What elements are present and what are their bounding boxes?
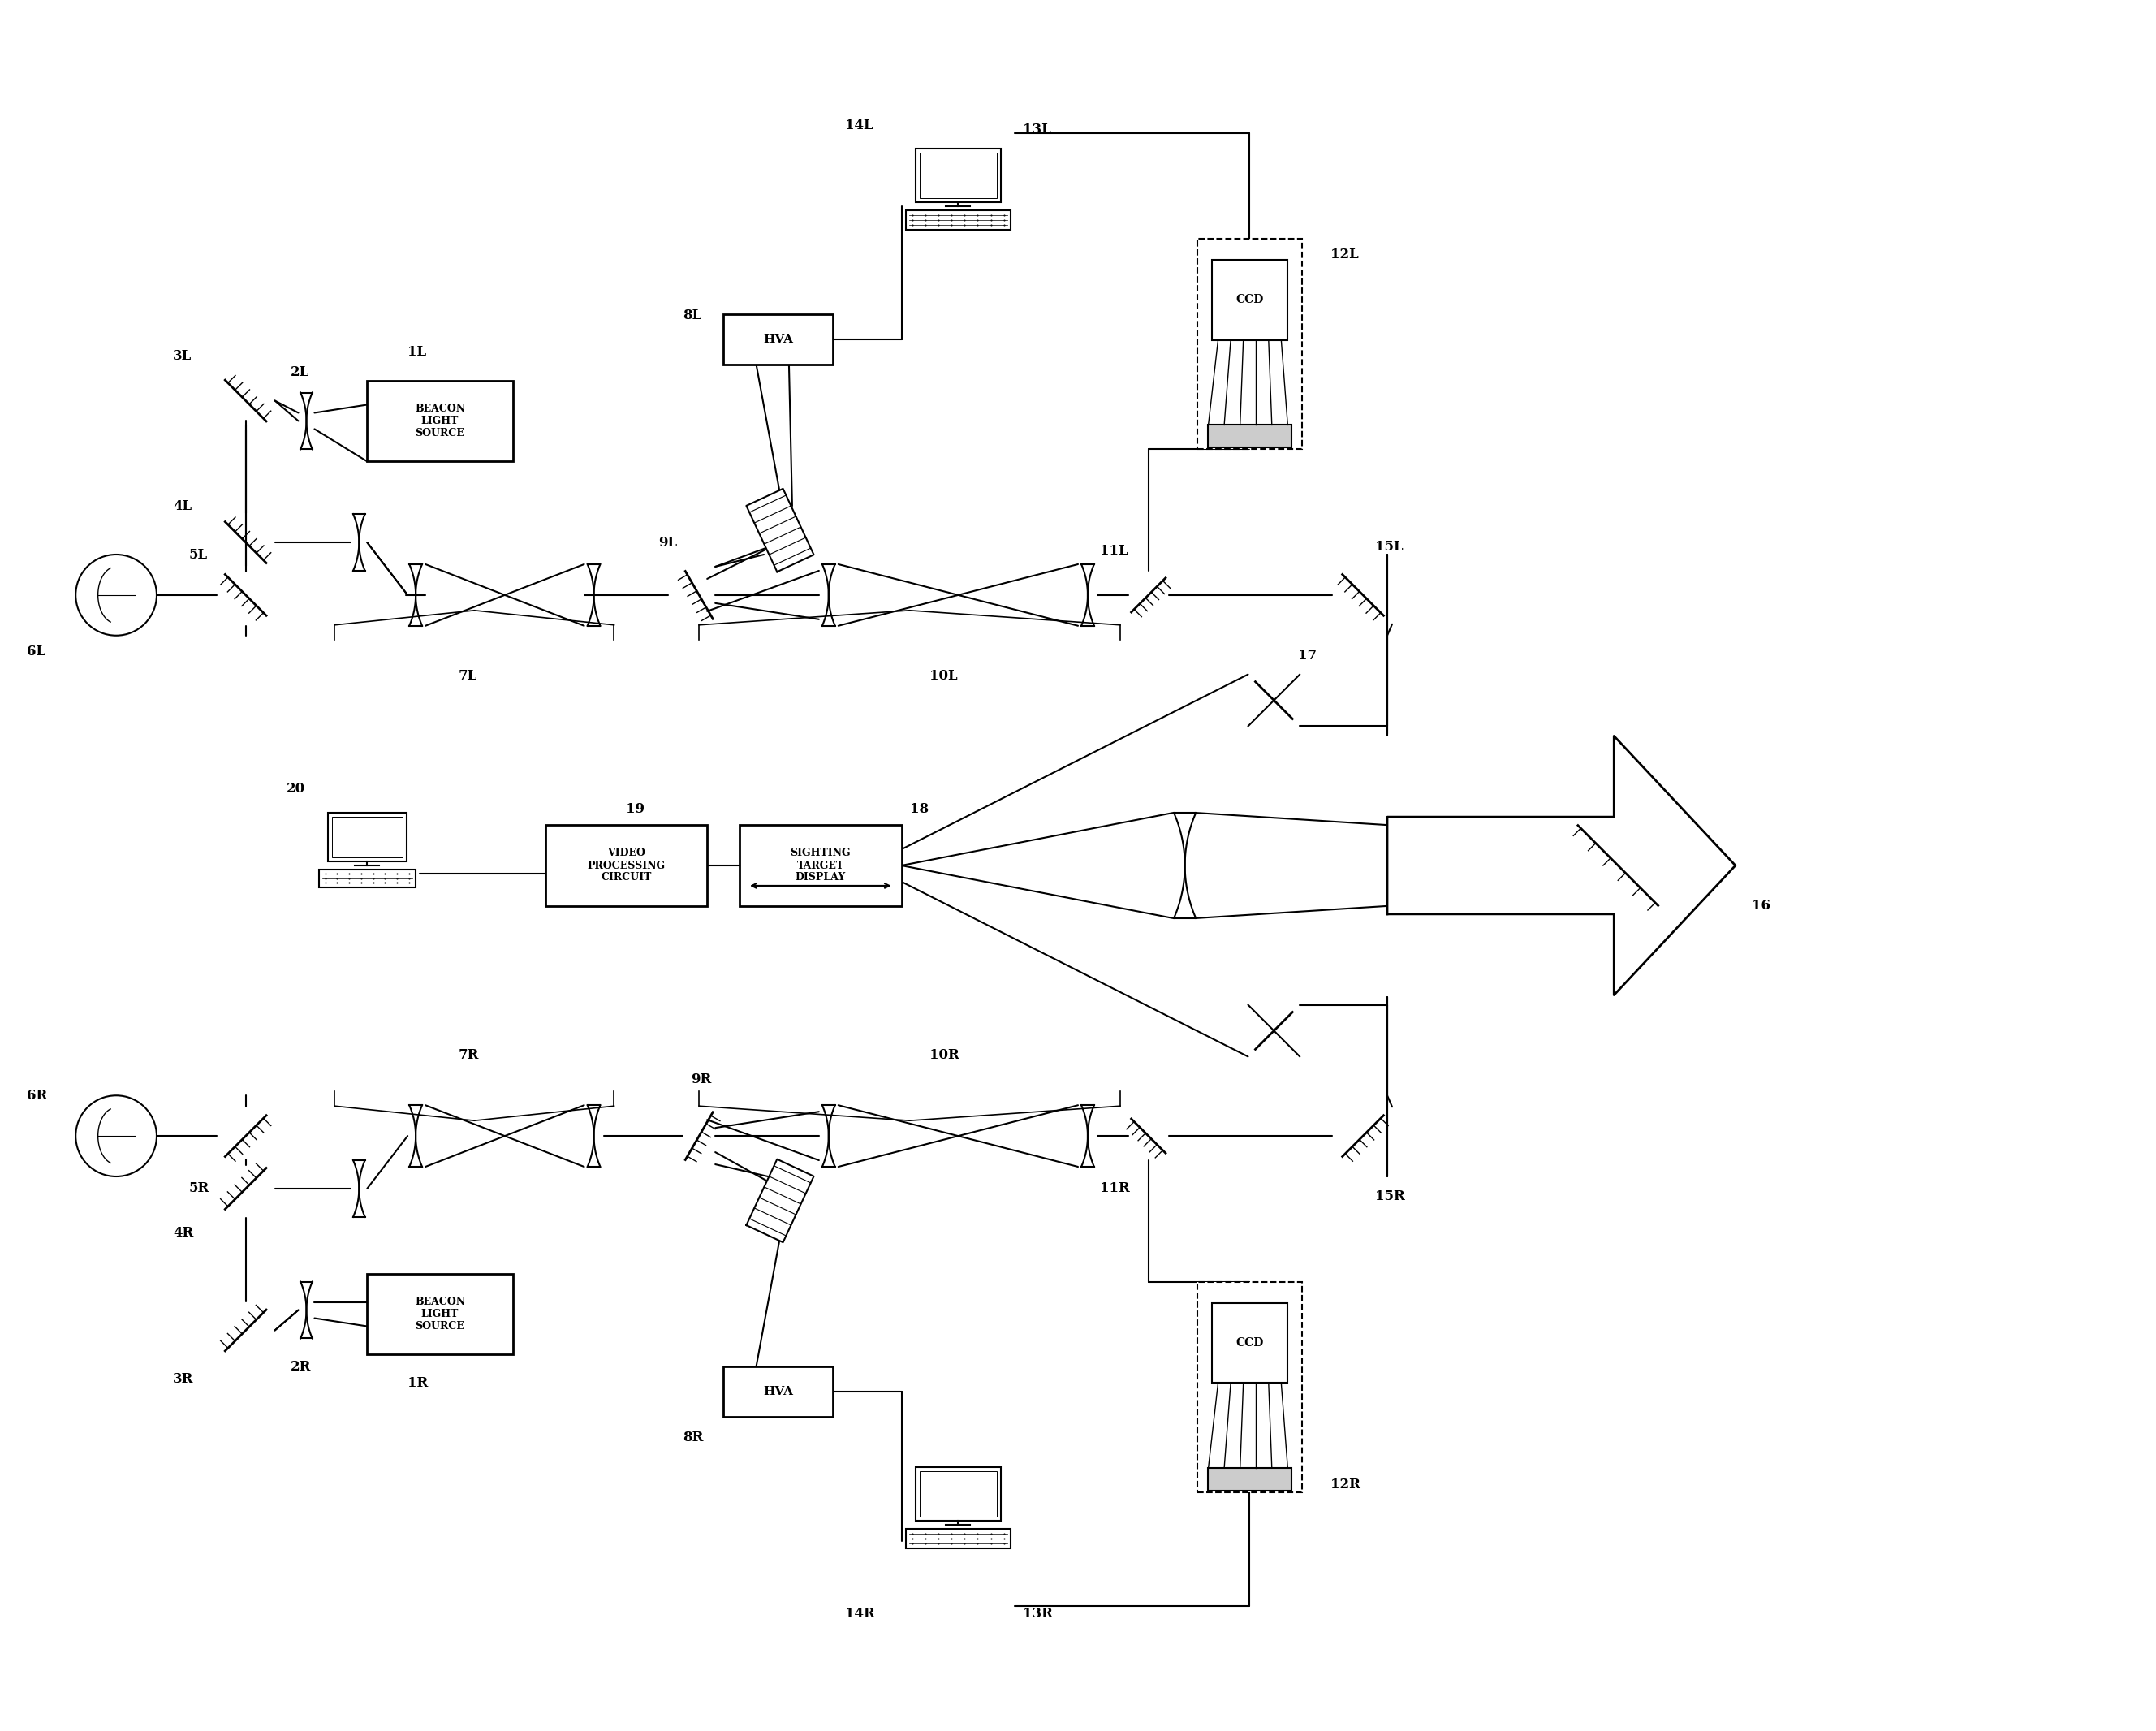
Bar <box>921 152 996 199</box>
Text: 18: 18 <box>910 801 929 815</box>
Text: 3R: 3R <box>172 1373 194 1387</box>
Text: 5R: 5R <box>190 1182 209 1196</box>
Bar <box>367 1274 513 1355</box>
Bar <box>319 869 416 888</box>
Bar <box>1197 239 1302 450</box>
Text: BEACON
LIGHT
SOURCE: BEACON LIGHT SOURCE <box>414 403 466 438</box>
Text: 2L: 2L <box>291 365 308 379</box>
Text: 16: 16 <box>1751 898 1770 912</box>
Text: 10R: 10R <box>929 1047 959 1061</box>
Bar <box>545 826 707 905</box>
Text: 12L: 12L <box>1330 248 1358 261</box>
Text: 1R: 1R <box>407 1376 429 1390</box>
Text: 11R: 11R <box>1100 1182 1130 1196</box>
Bar <box>724 313 832 364</box>
Text: 6L: 6L <box>28 646 45 658</box>
Circle shape <box>75 1096 157 1177</box>
Bar <box>921 1471 996 1516</box>
Bar <box>1207 426 1291 448</box>
Text: 1L: 1L <box>407 344 427 358</box>
Text: SIGHTING
TARGET
DISPLAY: SIGHTING TARGET DISPLAY <box>791 848 852 883</box>
Text: 10L: 10L <box>929 670 957 684</box>
Bar <box>1197 1281 1302 1492</box>
Text: HVA: HVA <box>763 1387 793 1397</box>
Bar <box>367 381 513 462</box>
Bar <box>1212 260 1287 339</box>
Text: CCD: CCD <box>1235 1338 1263 1348</box>
Bar <box>916 1468 1000 1520</box>
Text: CCD: CCD <box>1235 294 1263 306</box>
Bar <box>724 1367 832 1418</box>
Text: 3L: 3L <box>172 350 192 364</box>
Text: 13R: 13R <box>1022 1606 1052 1620</box>
Text: 19: 19 <box>625 801 645 815</box>
Text: 4R: 4R <box>172 1226 194 1239</box>
Text: 2R: 2R <box>291 1361 310 1374</box>
Text: VIDEO
PROCESSING
CIRCUIT: VIDEO PROCESSING CIRCUIT <box>586 848 666 883</box>
Circle shape <box>75 554 157 635</box>
Text: 8R: 8R <box>683 1430 703 1444</box>
Text: 20: 20 <box>287 782 304 796</box>
Text: 15R: 15R <box>1376 1189 1406 1203</box>
Text: 13L: 13L <box>1022 123 1052 137</box>
Text: 9R: 9R <box>690 1073 711 1085</box>
Text: 11L: 11L <box>1100 544 1128 557</box>
Polygon shape <box>746 1160 813 1243</box>
Text: 4L: 4L <box>172 499 192 512</box>
Text: 17: 17 <box>1298 649 1317 663</box>
Text: 14L: 14L <box>845 118 873 132</box>
Text: 8L: 8L <box>683 308 701 322</box>
Bar <box>916 149 1000 203</box>
Bar <box>906 211 1011 230</box>
Text: 6R: 6R <box>28 1089 47 1103</box>
Polygon shape <box>1386 736 1736 995</box>
Text: 7L: 7L <box>459 670 476 684</box>
Text: 12R: 12R <box>1330 1477 1360 1490</box>
Bar <box>332 817 403 857</box>
Bar <box>740 826 901 905</box>
Text: 14R: 14R <box>845 1606 875 1620</box>
Polygon shape <box>746 488 813 571</box>
Text: 15L: 15L <box>1376 540 1404 554</box>
Text: 9L: 9L <box>658 535 677 549</box>
Bar <box>906 1528 1011 1548</box>
Text: 7R: 7R <box>459 1047 479 1061</box>
Text: BEACON
LIGHT
SOURCE: BEACON LIGHT SOURCE <box>414 1297 466 1331</box>
Text: 5L: 5L <box>190 547 207 561</box>
Text: HVA: HVA <box>763 334 793 344</box>
Bar <box>328 812 407 862</box>
Bar <box>1207 1468 1291 1490</box>
Bar <box>1212 1303 1287 1383</box>
